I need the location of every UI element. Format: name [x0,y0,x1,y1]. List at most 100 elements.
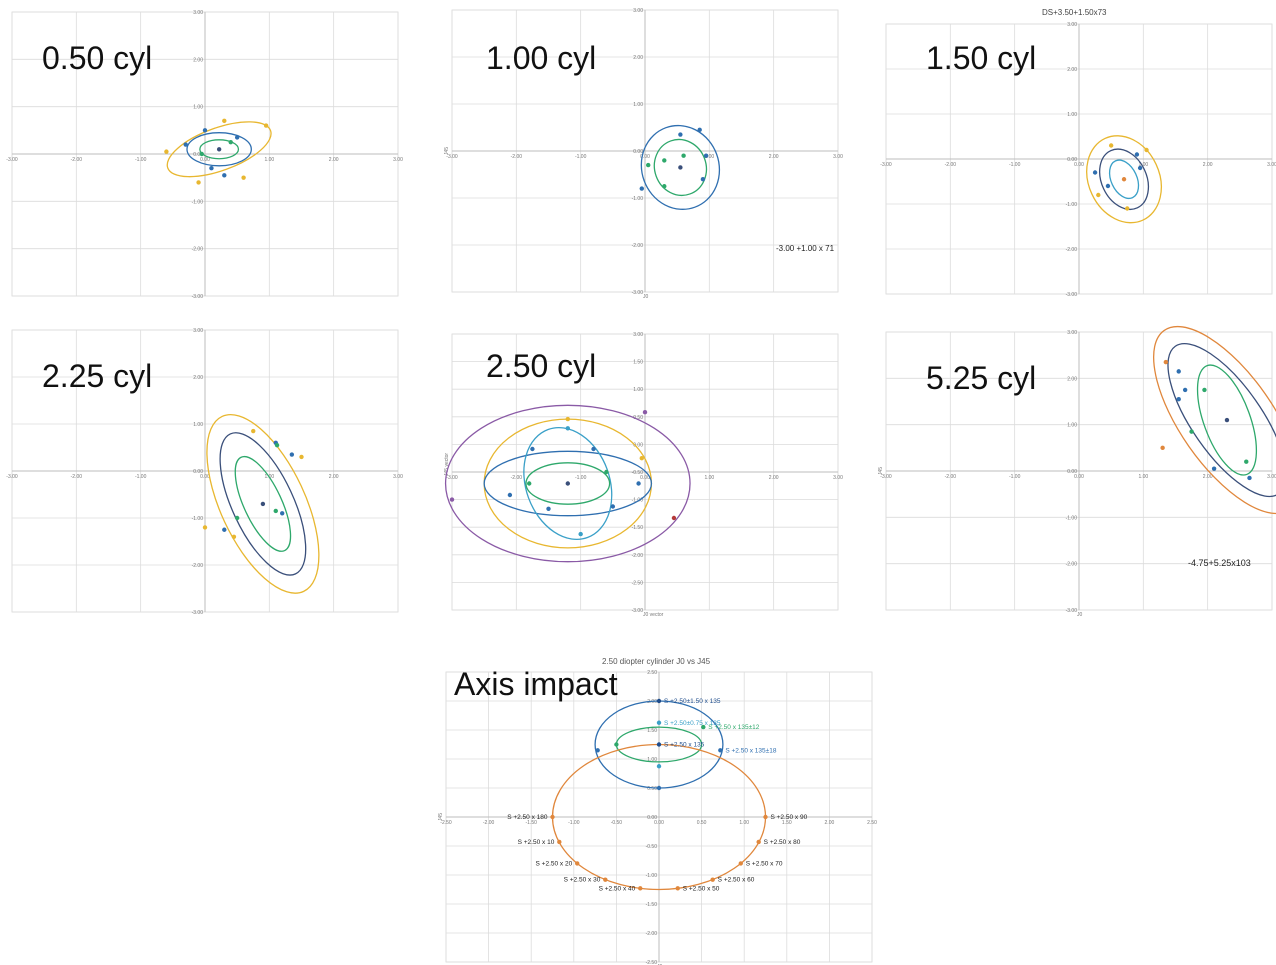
y-tick-label: -0.50 [646,844,658,850]
y-tick-label: 1.50 [647,728,657,734]
y-tick-label: 3.00 [193,328,203,334]
y-tick-label: 0.00 [1067,469,1077,475]
panel-label-2-25-cyl: 2.25 cyl [42,358,153,394]
data-point [234,515,240,521]
data-point [718,748,723,753]
data-point [557,839,562,845]
data-label: S +2.50 x 135±18 [725,747,776,754]
x-tick-label: -2.00 [511,154,523,160]
data-point [671,515,677,521]
x-tick-label: -1.00 [1009,162,1021,168]
data-label: S +2.50 x 135 [664,742,705,749]
data-point [1247,475,1252,481]
data-point [222,173,227,178]
data-point [591,446,596,452]
x-tick-label: 3.00 [1267,162,1276,168]
data-point [678,165,683,170]
chart-panel-axis-impact: -2.50 -2.00 -1.50 -1.00 -0.50 0.00 0.50 1.00 1.5… [438,657,877,965]
data-point [449,497,455,502]
data-point [199,151,204,157]
y-tick-label: 0.50 [647,786,657,792]
x-tick-label: -3.00 [446,475,458,481]
data-point [565,416,570,422]
y-tick-label: 2.00 [193,375,203,381]
y-tick-label: -2.00 [192,563,204,569]
y-tick-label: -2.00 [632,243,644,249]
x-tick-label: 1.50 [782,820,792,826]
confidence-ellipse [234,455,292,552]
data-point [1182,387,1188,393]
confidence-ellipse [444,404,691,563]
confidence-ellipse [206,413,320,594]
x-tick-label: 1.00 [704,475,714,481]
x-tick-label: 3.00 [833,154,843,160]
data-point [639,186,644,191]
y-tick-label: 3.00 [1067,330,1077,336]
x-tick-label: 3.00 [833,475,843,481]
x-tick-label: 1.00 [1138,162,1148,168]
data-point [299,454,304,460]
data-point [697,127,702,133]
y-tick-label: -2.00 [632,553,644,559]
y-tick-label: 2.50 [647,670,657,676]
x-tick-label: 0.00 [654,820,664,826]
data-point [1160,445,1165,451]
x-tick-label: 3.00 [393,157,403,163]
x-tick-label: -2.00 [71,474,83,480]
y-tick-label: 0.00 [193,152,203,158]
y-tick-label: -1.50 [646,902,658,908]
data-point [1125,206,1130,211]
y-tick-label: -3.00 [632,608,644,614]
panel-label-2-50-cyl: 2.50 cyl [486,348,597,384]
data-point [196,180,201,185]
data-point [260,501,266,507]
y-tick-label: -1.00 [1066,202,1078,208]
data-point [595,748,600,753]
chart-panel-1-00-cyl: -3.00 -2.00 -1.00 0.00 1.00 2.00 3.00 3.00 2.00 1… [444,8,843,300]
confidence-ellipse [523,426,613,541]
data-label: S +2.50 x 50 [683,885,720,892]
data-label: S +2.50 x 80 [764,839,801,846]
data-point [280,511,285,516]
y-tick-label: -1.00 [646,873,658,879]
data-point [527,481,532,486]
data-label: S +2.50 x 10 [518,839,555,846]
panel-label-axis-impact: Axis impact [454,666,618,702]
confidence-ellipse [1099,148,1150,210]
y-axis-label: J45 [444,147,450,155]
data-point [1176,396,1181,402]
y-tick-label: 2.00 [193,57,203,63]
y-tick-label: 2.00 [647,699,657,705]
y-tick-label: 3.00 [193,10,203,16]
data-point [164,149,169,154]
chart-2-50-cyl: -3.00 -2.00 -1.00 0.00 1.00 2.00 3.00 3.00 1.50 1… [444,332,843,618]
chart-panel-5-25-cyl: -3.00 -2.00 -1.00 0.00 1.00 2.00 3.00 3.00 2.00 1… [878,325,1276,618]
data-point [1189,429,1194,434]
data-point [700,177,706,182]
confidence-ellipse [640,124,721,210]
data-point [565,481,570,486]
data-point [642,410,648,415]
confidence-ellipse [1167,342,1276,498]
data-point [1144,147,1149,153]
data-point [546,506,551,511]
y-tick-label: 0.00 [193,469,203,475]
x-tick-label: 2.00 [1203,162,1213,168]
x-tick-label: -1.00 [1009,474,1021,480]
confidence-ellipse [1108,159,1140,200]
y-tick-label: 1.00 [647,757,657,763]
data-point [234,135,240,140]
x-tick-label: 1.00 [704,154,714,160]
data-point [565,426,570,431]
data-point [610,504,616,509]
chart-0-50-cyl: -3.00 -2.00 -1.00 0.00 1.00 2.00 3.00 3.00 2.00 1… [6,10,403,300]
x-tick-label: 2.50 [867,820,877,826]
y-tick-label: 3.00 [633,332,643,338]
y-tick-label: 1.00 [193,105,203,111]
y-tick-label: 3.00 [633,8,643,14]
y-tick-label: 0.00 [633,149,643,155]
x-tick-label: 2.00 [1203,474,1213,480]
x-tick-label: 1.00 [739,820,749,826]
x-tick-label: 3.00 [1267,474,1276,480]
y-tick-label: -1.00 [1066,515,1078,521]
